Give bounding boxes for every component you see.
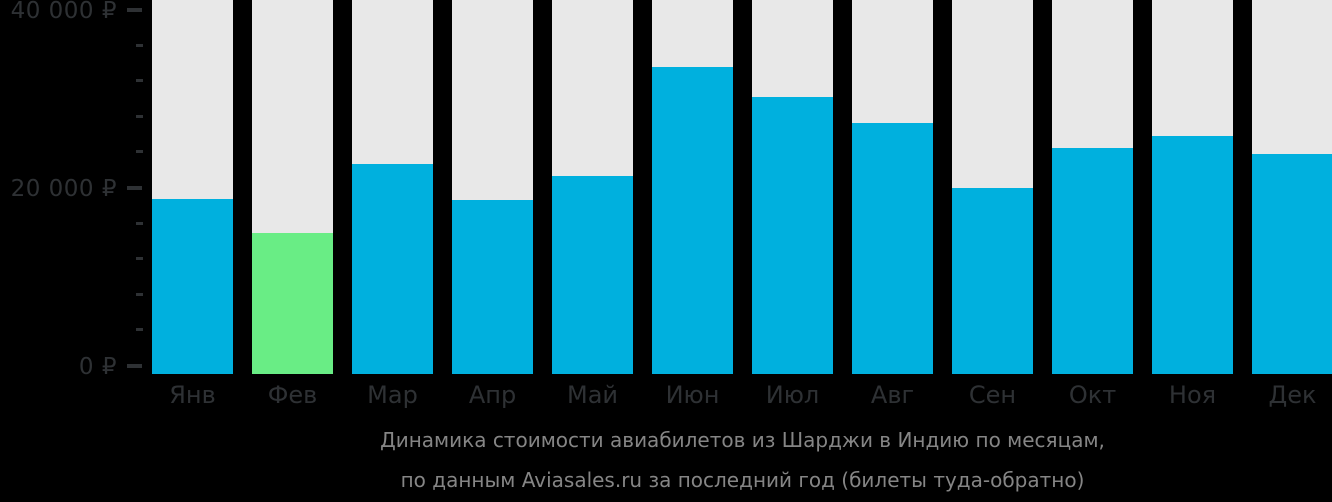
bar-column [852,0,933,374]
bar-fill [1052,148,1133,374]
bar-column [1152,0,1233,374]
chart-subtitle: по данным Aviasales.ru за последний год … [400,468,1085,492]
x-axis-label: Окт [1068,381,1117,409]
y-axis-tick [136,292,143,296]
bar-fill [752,96,833,374]
y-axis-label: 20 000 ₽ [10,175,117,202]
bar-fill [352,164,433,374]
y-axis-tick [136,221,143,225]
x-axis-label: Июл [765,381,820,409]
y-axis-label: 40 000 ₽ [10,0,117,24]
x-axis-label: Май [566,381,618,409]
x-axis-label: Мар [367,381,418,409]
bar-fill [1152,135,1233,374]
bar-fill [452,200,533,374]
x-axis-label: Авг [870,381,915,409]
bar-column [1052,0,1133,374]
x-axis-label: Ноя [1168,381,1217,409]
bar-fill [952,187,1033,374]
bar-column [1252,0,1332,374]
x-axis-label: Дек [1268,381,1317,409]
bar-column [652,0,733,374]
y-axis-tick [136,150,143,154]
x-axis-label: Сен [968,381,1017,409]
chart-caption: Динамика стоимости авиабилетов из Шарджи… [152,420,1332,500]
y-axis-tick [136,328,143,332]
bar-fill [652,67,733,374]
y-axis-tick [127,185,142,190]
bar-fill [252,232,333,374]
bar-column [752,0,833,374]
y-axis-tick [136,114,143,118]
y-axis-tick [136,257,143,261]
chart-title: Динамика стоимости авиабилетов из Шарджи… [380,428,1105,452]
x-axis-label: Янв [169,381,216,409]
y-axis-tick [127,7,142,12]
bar-fill [152,199,233,374]
bar-column [452,0,533,374]
bar-column [152,0,233,374]
x-axis-label: Фев [267,381,318,409]
x-axis-label: Июн [665,381,720,409]
y-axis-tick [136,43,143,47]
bar-column [252,0,333,374]
bar-fill [1252,153,1332,374]
x-axis-label: Апр [468,381,517,409]
bar-column [552,0,633,374]
bar-fill [552,175,633,374]
plot-area [152,0,1332,374]
y-axis-label: 0 ₽ [78,353,117,380]
y-axis-tick [136,79,143,83]
bar-column [952,0,1033,374]
bar-column [352,0,433,374]
bar-fill [852,123,933,374]
y-axis-tick [127,363,142,368]
